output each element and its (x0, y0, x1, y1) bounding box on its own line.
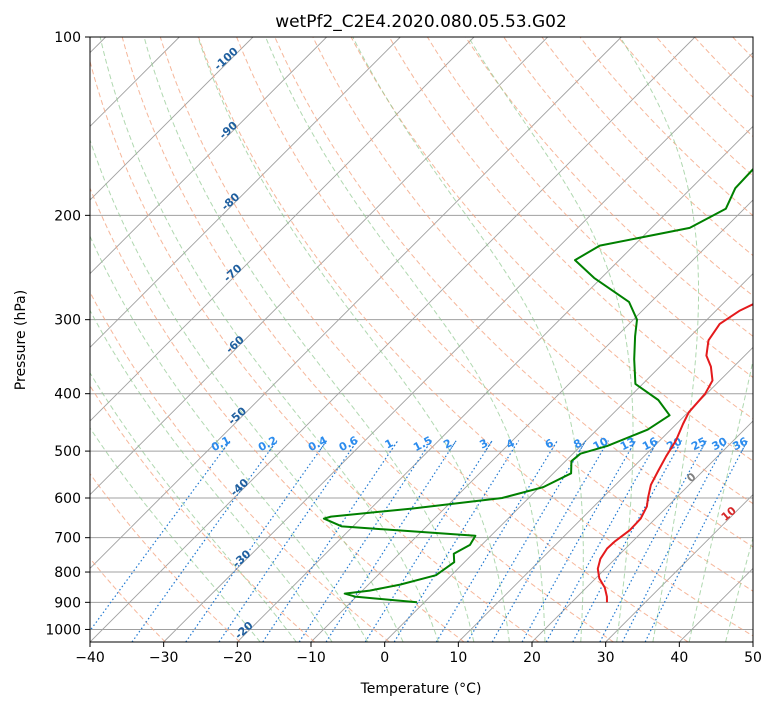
isotherm-gridline (458, 346, 753, 642)
isotherm-gridline (90, 37, 327, 275)
y-tick-label: 1000 (45, 622, 81, 638)
dry-adiabat-line (90, 384, 316, 642)
mixing-ratio-label: 36 (730, 435, 750, 454)
y-tick-label: 800 (54, 565, 81, 581)
isotherm-gridline (90, 37, 254, 201)
moist-adiabat-line (265, 37, 546, 642)
isotherm-gridline (163, 52, 753, 642)
moist-adiabat-line (99, 37, 439, 642)
moist-adiabat-line (90, 371, 297, 642)
x-tick-label: 10 (449, 650, 467, 666)
chart-title: wetPf2_C2E4.2020.080.05.53.G02 (275, 12, 567, 32)
x-tick-label: −10 (296, 650, 326, 666)
isotherm-gridline (90, 37, 548, 496)
background-lines (90, 37, 753, 642)
y-tick-label: 500 (54, 444, 81, 460)
x-tick-label: −40 (75, 650, 105, 666)
x-tick-label: −20 (223, 650, 253, 666)
dry-adiabat-line (426, 37, 753, 378)
isotherm-gridline (90, 37, 401, 348)
y-tick-label: 900 (54, 595, 81, 611)
mixing-ratio-line (185, 440, 328, 642)
mixing-ratio-line (545, 440, 659, 642)
y-tick-label: 700 (54, 531, 81, 547)
isotherm-gridline (90, 37, 696, 642)
dry-adiabat-line (503, 37, 753, 297)
isotherm-gridline (384, 273, 753, 642)
mixing-ratio-label: 16 (640, 435, 660, 454)
dry-adiabat-line (121, 37, 614, 642)
y-axis-label: Pressure (hPa) (13, 290, 29, 390)
dry-adiabat-line (465, 37, 753, 337)
y-tick-label: 100 (54, 30, 81, 46)
mixing-ratio-line (218, 440, 358, 642)
moist-adiabat-line (90, 235, 369, 642)
mixing-ratio-line (393, 440, 520, 642)
moist-adiabat-line (90, 138, 404, 642)
mixing-ratio-line (435, 440, 558, 642)
mixing-ratio-label: 30 (710, 435, 730, 454)
x-tick-label: 0 (380, 650, 389, 666)
x-tick-label: 40 (670, 650, 688, 666)
dewpoint-profile-line (322, 167, 753, 604)
mixing-ratio-line (90, 440, 231, 632)
isotherm-gridline (531, 420, 753, 642)
dry-adiabat-line (90, 291, 390, 642)
dry-adiabat-line (274, 37, 753, 548)
x-tick-label: 30 (597, 650, 615, 666)
x-axis-label: Temperature (°C) (360, 681, 482, 697)
moist-adiabat-line (352, 37, 584, 642)
dry-adiabat-line (579, 37, 753, 217)
axes: −40 −30 −20 −10 0 10 20 30 40 50 100 200 300 400 500 60… (45, 30, 762, 666)
isotherm-gridline (90, 37, 622, 569)
moist-adiabat-line (90, 427, 261, 642)
x-tick-label: 50 (744, 650, 762, 666)
y-tick-label: 600 (54, 491, 81, 507)
mixing-ratio-line (466, 440, 587, 642)
isotherm-gridline (310, 199, 753, 642)
dry-adiabat-line (90, 186, 465, 642)
x-tick-label: −30 (149, 650, 179, 666)
mixing-ratio-line (364, 440, 493, 642)
y-tick-label: 300 (54, 313, 81, 329)
mixing-ratio-line (325, 440, 457, 642)
dry-adiabat-line (350, 37, 753, 462)
y-tick-label: 200 (54, 208, 81, 224)
moist-adiabat-line (90, 309, 333, 642)
moist-adiabat-line (688, 358, 753, 642)
moist-adiabat-line (619, 37, 699, 642)
mixing-ratio-line (521, 440, 637, 642)
dry-adiabat-line (90, 472, 241, 642)
mixing-ratio-line (621, 440, 728, 642)
mixing-ratio-line (644, 440, 748, 642)
isotherm-gridline (605, 494, 753, 642)
moist-adiabat-line (197, 37, 510, 642)
moist-adiabat-line (143, 37, 475, 642)
plot-frame (89, 36, 754, 643)
dry-adiabat-line (90, 59, 540, 642)
temperature-profile-line (596, 303, 753, 603)
moist-adiabat-line (725, 536, 753, 642)
mixing-ratio-line (572, 440, 683, 642)
isotherm-gridline (90, 37, 475, 422)
dry-adiabat-line (236, 37, 753, 592)
isotherm-gridline (237, 125, 753, 642)
sounding-profiles (322, 167, 753, 604)
mixing-ratio-label: 25 (689, 435, 709, 454)
dry-adiabat-line (159, 37, 689, 642)
mixing-ratio-line (491, 440, 609, 642)
y-tick-label: 400 (54, 387, 81, 403)
x-tick-label: 20 (523, 650, 541, 666)
